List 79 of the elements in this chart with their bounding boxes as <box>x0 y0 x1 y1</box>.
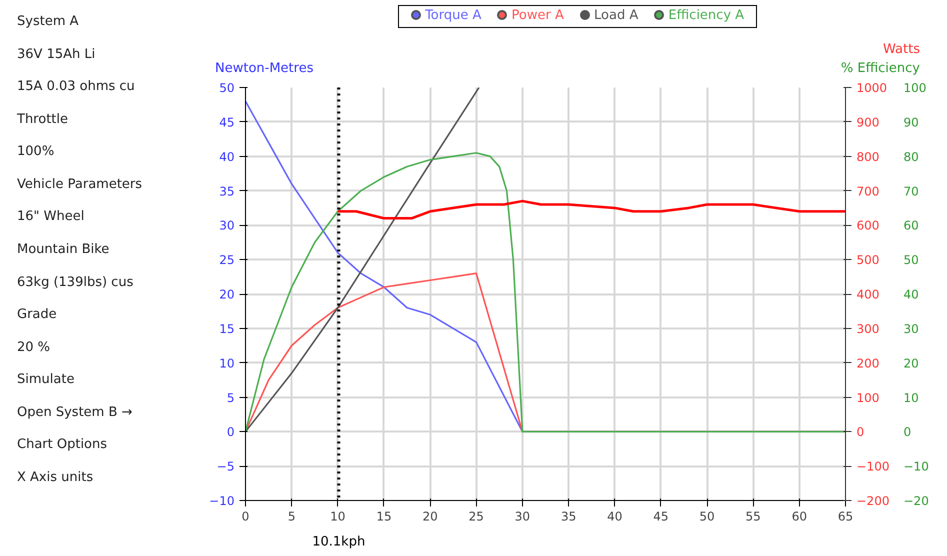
x-tick-label: 60 <box>792 510 807 524</box>
y2-tick-label: 900 <box>856 115 880 130</box>
y3-tick-label: 0 <box>904 425 912 440</box>
y-tick-label: 20 <box>219 288 235 302</box>
legend-label: Load A <box>594 8 638 23</box>
y2-tick-label: 700 <box>856 184 880 198</box>
text: Mountain Bike <box>17 240 110 259</box>
y2-tick-label: 200 <box>856 356 880 370</box>
x-tick-label: 40 <box>607 510 622 524</box>
y3-tick-label: 90 <box>904 115 919 130</box>
legend-label: Efficiency A <box>668 8 744 23</box>
y3-tick-label: 60 <box>904 218 919 233</box>
x-tick-label: 50 <box>699 510 715 524</box>
y-axis-title: Newton-Metres <box>215 60 314 78</box>
y2-axis-title: Watts <box>882 41 920 59</box>
y3-tick-label: 20 <box>904 356 919 370</box>
y2-tick-label: −200 <box>856 494 890 508</box>
ref-line-label: 10.1kph <box>312 534 366 550</box>
y-tick-label: 50 <box>219 81 235 95</box>
y-tick-label: 5 <box>226 390 235 405</box>
text: Grade <box>17 306 58 324</box>
y-tick-label: −5 <box>216 460 235 474</box>
text: 15A 0.03 ohms cu <box>17 78 136 96</box>
text: Chart Options <box>17 436 108 454</box>
text: Open System B → <box>17 404 134 422</box>
y2-tick-label: 100 <box>856 390 880 405</box>
y3-tick-label: 30 <box>904 322 919 336</box>
text: System A <box>17 13 80 31</box>
x-tick-label: 45 <box>653 510 669 524</box>
y2-tick-label: 0 <box>856 425 864 440</box>
y-tick-label: 40 <box>219 150 235 164</box>
x-tick-label: 65 <box>838 510 854 524</box>
y-tick-label: 35 <box>219 184 235 198</box>
y-tick-label: 10 <box>219 356 235 370</box>
y2-tick-label: 800 <box>856 150 880 164</box>
y3-tick-label: 70 <box>904 184 919 198</box>
y2-tick-label: −100 <box>856 460 890 474</box>
legend-label: Power A <box>512 8 564 23</box>
y3-tick-label: 100 <box>904 81 926 95</box>
text: Simulate <box>17 371 76 390</box>
y3-tick-label: 80 <box>904 150 919 164</box>
x-tick-label: 20 <box>422 510 438 524</box>
legend-label: Torque A <box>425 8 482 23</box>
text: X Axis units <box>17 468 94 487</box>
line-series <box>336 200 846 220</box>
text: 20 % <box>17 338 52 357</box>
line-series <box>246 152 846 432</box>
y3-tick-label: −20 <box>904 494 929 508</box>
y-tick-label: −10 <box>209 494 235 508</box>
y2-tick-label: 1000 <box>856 81 888 95</box>
text: Vehicle Parameters <box>17 176 142 194</box>
y2-tick-label: 500 <box>856 253 880 268</box>
y-tick-label: 30 <box>219 218 235 233</box>
y2-tick-label: 400 <box>856 288 880 302</box>
text: 100% <box>17 143 56 162</box>
x-tick-label: 30 <box>514 510 530 524</box>
x-tick-label: 5 <box>288 510 296 524</box>
x-tick-label: 35 <box>560 510 576 524</box>
y-tick-label: 45 <box>219 115 235 130</box>
y3-tick-label: 10 <box>904 390 919 405</box>
x-tick-label: 10 <box>330 510 346 524</box>
y-tick-label: 0 <box>226 425 235 440</box>
x-tick-label: 0 <box>242 510 250 524</box>
y2-tick-label: 300 <box>856 322 880 336</box>
y3-axis-title: % Efficiency <box>840 60 920 78</box>
y3-tick-label: 50 <box>904 253 919 268</box>
y3-tick-label: −10 <box>904 460 929 474</box>
y2-tick-label: 600 <box>856 218 880 233</box>
line-series <box>246 88 480 432</box>
x-tick-label: 55 <box>746 510 761 524</box>
y-tick-label: 15 <box>219 322 235 336</box>
text: Throttle <box>17 110 69 129</box>
x-tick-label: 25 <box>468 510 484 524</box>
text: 36V 15Ah Li <box>17 46 96 64</box>
text: 63kg (139lbs) cus <box>17 274 134 292</box>
y3-tick-label: 40 <box>904 288 919 302</box>
x-tick-label: 15 <box>376 510 392 524</box>
y-tick-label: 25 <box>219 253 235 268</box>
text: 16" Wheel <box>17 208 86 226</box>
